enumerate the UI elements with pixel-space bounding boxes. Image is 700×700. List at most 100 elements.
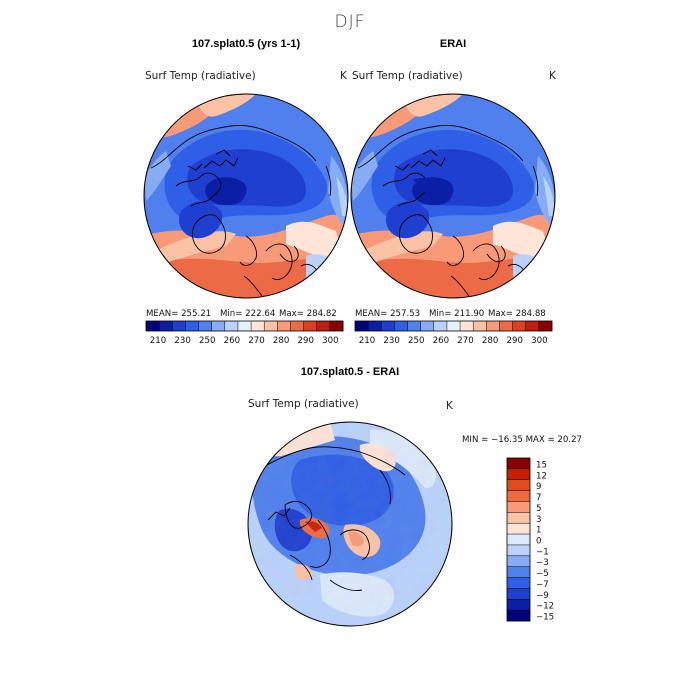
left-units-label: K: [340, 70, 348, 82]
diff-colorbar-tick: 5: [536, 504, 541, 514]
right-colorbar-frame: [354, 320, 553, 332]
left-colorbar-swatch: [159, 321, 173, 331]
diff-colorbar-tick: 1: [536, 526, 541, 536]
left-colorbar-tick: 250: [199, 336, 215, 346]
right-stats-max: Max= 284.88: [488, 309, 546, 319]
right-units-label: K: [549, 70, 557, 82]
right-variable-label: Surf Temp (radiative): [352, 70, 463, 82]
diff-colorbar-swatch: [507, 523, 530, 535]
diff-colorbar-tick: 9: [536, 482, 541, 492]
right-colorbar-swatch: [538, 321, 553, 331]
diff-colorbar-swatch: [507, 512, 530, 524]
diff-colorbar-swatch: [507, 490, 530, 502]
left-colorbar-swatch: [290, 321, 304, 331]
left-colorbar-swatch: [211, 321, 226, 331]
left-stats-mean: MEAN= 255.21: [146, 309, 211, 319]
diff-colorbar-tick: 7: [536, 493, 541, 503]
diff-colorbar-tick: −9: [536, 591, 549, 601]
left-colorbar-tick: 290: [298, 336, 314, 346]
right-colorbar-swatch: [525, 321, 540, 331]
diff-colorbar-swatch: [507, 555, 530, 567]
colorbars: [145, 320, 553, 622]
diff-colorbar-tick: −3: [536, 558, 549, 568]
left-panel: [143, 93, 349, 299]
left-variable-label: Surf Temp (radiative): [145, 70, 256, 82]
left-colorbar-swatch: [277, 321, 291, 331]
diff-colorbar-swatch: [507, 610, 530, 622]
left-map-border: [143, 93, 349, 299]
diff-colorbar-swatch: [507, 577, 530, 589]
right-stats-mean: MEAN= 257.53: [355, 309, 420, 319]
diff-colorbar-tick: −15: [536, 613, 554, 623]
left-colorbar-swatch: [251, 321, 265, 331]
right-colorbar-tick: 230: [383, 336, 399, 346]
right-colorbar-swatch: [394, 321, 408, 331]
diff-panel-title: 107.splat0.5 - ERAI: [301, 366, 399, 378]
diff-map-field: [248, 422, 452, 626]
right-colorbar-tick: 300: [531, 336, 547, 346]
right-colorbar-swatch: [486, 321, 500, 331]
diff-colorbar-swatch: [507, 599, 530, 611]
left-colorbar-swatch: [172, 321, 186, 331]
left-colorbar-tick: 260: [224, 336, 240, 346]
right-colorbar-tick: 280: [482, 336, 498, 346]
diff-colorbar-tick: −12: [536, 602, 554, 612]
right-colorbar-swatch: [368, 321, 382, 331]
diff-colorbar-swatch: [507, 544, 530, 557]
left-colorbar-tick: 210: [150, 336, 166, 346]
right-colorbar-swatch: [381, 321, 395, 331]
left-map-field: [144, 94, 348, 298]
diff-colorbar-tick: −5: [536, 569, 549, 579]
labels: 107.splat0.5 (yrs 1-1) Surf Temp (radiati…: [145, 38, 582, 623]
right-colorbar-swatch: [512, 321, 527, 331]
diff-colorbar-swatch: [507, 534, 530, 546]
right-colorbar-swatch: [420, 321, 435, 331]
right-colorbar-swatch: [433, 321, 448, 331]
diff-stats: MIN = −16.35 MAX = 20.27: [462, 435, 582, 445]
diff-colorbar-tick: −7: [536, 580, 549, 590]
diff-colorbar-tick: 12: [536, 471, 547, 481]
diff-panel: [247, 421, 453, 627]
diff-colorbar-tick: 3: [536, 515, 541, 525]
diff-colorbar-swatch: [507, 479, 530, 491]
left-colorbar-swatch: [303, 321, 318, 331]
left-colorbar-swatch: [316, 321, 331, 331]
diff-variable-label: Surf Temp (radiative): [248, 398, 359, 410]
left-colorbar-swatch: [146, 321, 160, 331]
right-colorbar-tick: 270: [457, 336, 473, 346]
right-panel-title: ERAI: [440, 38, 466, 50]
diff-units-label: K: [446, 400, 454, 412]
diff-map-border: [247, 421, 453, 627]
right-panel: [350, 93, 556, 299]
diff-colorbar-swatch: [507, 458, 530, 470]
diff-colorbar-tick: −1: [536, 547, 549, 557]
right-map-field: [351, 94, 555, 298]
diff-colorbar-frame: [506, 457, 531, 622]
right-colorbar-swatch: [355, 321, 369, 331]
left-colorbar-tick: 270: [248, 336, 264, 346]
left-colorbar-swatch: [329, 321, 344, 331]
right-colorbar-swatch: [446, 321, 461, 331]
diff-colorbar-swatch: [507, 588, 530, 600]
right-colorbar-swatch: [473, 321, 487, 331]
page-title: DJF: [335, 12, 366, 32]
right-colorbar-swatch: [499, 321, 513, 331]
left-colorbar-tick: 300: [322, 336, 338, 346]
left-stats-min: Min= 222.64: [220, 309, 275, 319]
right-colorbar-swatch: [407, 321, 421, 331]
right-colorbar-tick: 260: [433, 336, 449, 346]
left-stats-max: Max= 284.82: [279, 309, 337, 319]
left-colorbar-tick: 280: [273, 336, 289, 346]
left-colorbar-swatch: [224, 321, 239, 331]
right-colorbar-tick: 210: [359, 336, 375, 346]
right-map-border: [350, 93, 556, 299]
right-stats-min: Min= 211.90: [429, 309, 484, 319]
left-colorbar-tick: 230: [174, 336, 190, 346]
left-colorbar-swatch: [185, 321, 199, 331]
left-colorbar-swatch: [237, 321, 252, 331]
left-panel-title: 107.splat0.5 (yrs 1-1): [192, 38, 301, 50]
diff-colorbar-swatch: [507, 566, 530, 578]
diff-colorbar-tick: 15: [536, 460, 547, 470]
left-colorbar-frame: [145, 320, 344, 332]
